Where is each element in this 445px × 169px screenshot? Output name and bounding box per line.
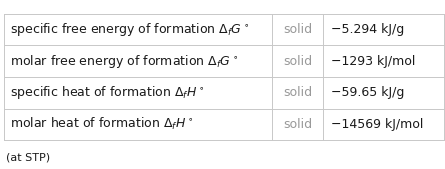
Text: −59.65 kJ/g: −59.65 kJ/g — [331, 86, 405, 99]
Text: molar heat of formation $\Delta_f H^\circ$: molar heat of formation $\Delta_f H^\cir… — [10, 116, 194, 132]
Text: molar free energy of formation $\Delta_f G^\circ$: molar free energy of formation $\Delta_f… — [10, 53, 239, 70]
Text: solid: solid — [283, 23, 312, 36]
Text: −14569 kJ/mol: −14569 kJ/mol — [331, 118, 423, 131]
Text: solid: solid — [283, 55, 312, 68]
Text: specific heat of formation $\Delta_f H^\circ$: specific heat of formation $\Delta_f H^\… — [10, 84, 205, 101]
Text: −1293 kJ/mol: −1293 kJ/mol — [331, 55, 415, 68]
Text: −5.294 kJ/g: −5.294 kJ/g — [331, 23, 404, 36]
Text: specific free energy of formation $\Delta_f G^\circ$: specific free energy of formation $\Delt… — [10, 21, 250, 38]
Text: (at STP): (at STP) — [6, 152, 50, 162]
Text: solid: solid — [283, 86, 312, 99]
Text: solid: solid — [283, 118, 312, 131]
